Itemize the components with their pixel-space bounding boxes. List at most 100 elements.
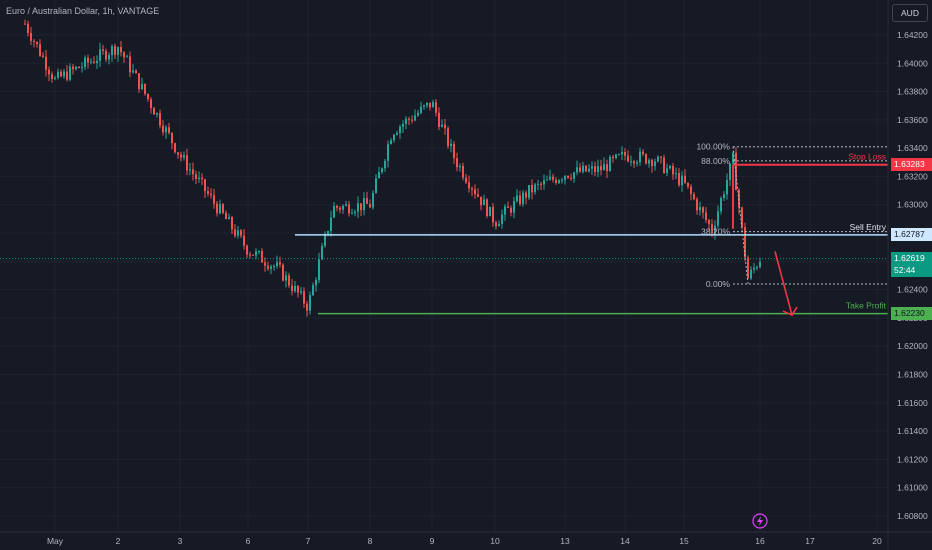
level-labels: Stop Loss Sell Entry Take Profit — [846, 152, 887, 311]
candle-body — [297, 285, 299, 293]
currency-button[interactable]: AUD — [892, 4, 928, 22]
time-tick-label: 10 — [490, 536, 500, 546]
candle-body — [645, 154, 647, 164]
price-tick-label: 1.63400 — [897, 143, 928, 153]
candle-body — [558, 180, 560, 183]
candle-body — [531, 185, 533, 193]
candle-body — [156, 113, 158, 115]
price-tick-label: 1.60800 — [897, 511, 928, 521]
candle-body — [654, 161, 656, 167]
candle-body — [135, 70, 137, 74]
candle-body — [87, 57, 89, 63]
time-tick-label: 7 — [306, 536, 311, 546]
symbol-title[interactable]: Euro / Australian Dollar, 1h, VANTAGE — [6, 6, 160, 16]
candle-body — [123, 52, 125, 58]
candle-body — [711, 224, 713, 234]
candle-body — [474, 189, 476, 195]
candle-body — [402, 123, 404, 127]
candle-body — [609, 156, 611, 172]
candle-body — [369, 203, 371, 208]
candle-body — [501, 214, 503, 224]
candle-body — [522, 192, 524, 205]
candle-body — [219, 204, 221, 214]
candle-body — [759, 261, 761, 268]
candle-body — [75, 66, 77, 70]
candle-body — [246, 245, 248, 255]
candle-body — [315, 279, 317, 286]
candle-body — [333, 205, 335, 218]
candle-body — [39, 44, 41, 56]
candle-body — [453, 143, 455, 159]
candle-body — [81, 66, 83, 69]
candle-body — [510, 207, 512, 213]
candle-body — [477, 194, 479, 197]
candle-body — [24, 23, 26, 25]
candle-body — [705, 212, 707, 221]
candle-body — [90, 61, 92, 63]
candle-body — [744, 227, 746, 258]
candle-body — [183, 155, 185, 158]
candle-body — [678, 173, 680, 186]
candle-body — [459, 165, 461, 168]
price-tick-label: 1.61800 — [897, 369, 928, 379]
candle-body — [741, 207, 743, 228]
candle-body — [66, 71, 68, 80]
candle-body — [345, 204, 347, 206]
price-tick-label: 1.64000 — [897, 58, 928, 68]
candle-body — [108, 55, 110, 60]
candle-body — [144, 83, 146, 94]
candle-body — [120, 47, 122, 53]
candle-body — [585, 165, 587, 172]
candle-body — [99, 49, 101, 61]
candle-body — [279, 262, 281, 265]
candle-body — [30, 32, 32, 41]
candle-body — [726, 180, 728, 195]
lightning-ring — [752, 513, 768, 529]
candle-body — [153, 108, 155, 115]
candle-body — [582, 165, 584, 172]
candle-body — [192, 169, 194, 175]
candle-body — [486, 199, 488, 217]
candle-body — [591, 166, 593, 169]
stop-loss-price-badge: 1.63283 — [891, 158, 932, 172]
candle-body — [249, 254, 251, 256]
candle-body — [621, 152, 623, 155]
candle-body — [666, 168, 668, 174]
candle-body — [483, 199, 485, 206]
price-tick-label: 1.62400 — [897, 285, 928, 295]
candle-body — [435, 102, 437, 113]
candle-body — [252, 254, 254, 256]
candle-body — [633, 161, 635, 164]
candle-body — [360, 203, 362, 211]
candle-body — [27, 23, 29, 33]
candle-body — [306, 303, 308, 311]
candle-body — [72, 66, 74, 70]
candle-body — [258, 251, 260, 253]
candle-body — [471, 188, 473, 190]
candle-body — [45, 56, 47, 70]
time-tick-label: 6 — [246, 536, 251, 546]
candle-body — [444, 124, 446, 129]
arrow-shaft — [774, 251, 793, 316]
candle-body — [129, 56, 131, 73]
candle-body — [612, 156, 614, 158]
candle-body — [330, 217, 332, 231]
candle-body — [429, 102, 431, 108]
time-tick-label: 8 — [368, 536, 373, 546]
candle-body — [318, 259, 320, 280]
candle-body — [618, 154, 620, 156]
candle-body — [456, 158, 458, 168]
candle-body — [423, 105, 425, 107]
candle-body — [273, 266, 275, 268]
candle-body — [648, 160, 650, 164]
candle-body — [342, 205, 344, 210]
take-profit-label: Take Profit — [846, 301, 887, 311]
candle-body — [561, 179, 563, 181]
price-tick-label: 1.63200 — [897, 171, 928, 181]
candle-body — [270, 266, 272, 269]
candle-body — [534, 184, 536, 193]
grid-lines — [0, 0, 888, 532]
candle-body — [60, 71, 62, 77]
projection-arrow — [774, 251, 798, 317]
